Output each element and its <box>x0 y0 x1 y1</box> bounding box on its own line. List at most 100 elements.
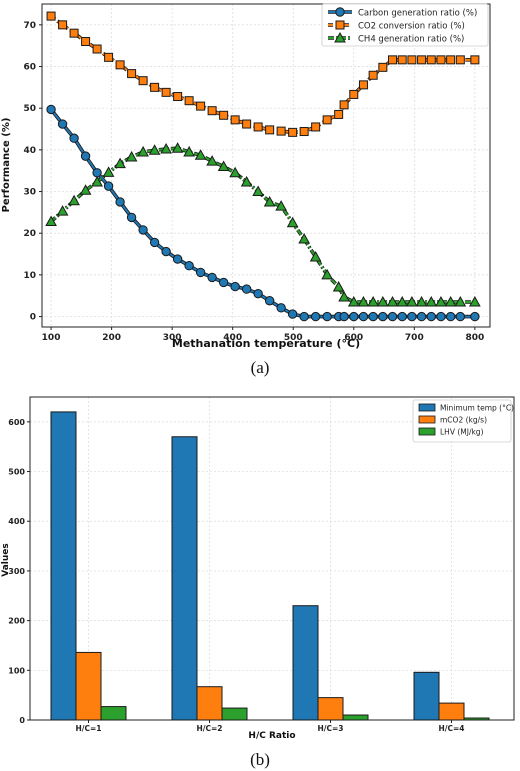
data-point <box>218 277 229 288</box>
panel-label: (a) <box>251 358 270 377</box>
series-line-outline <box>49 108 475 319</box>
data-point <box>357 295 370 307</box>
series-2 <box>46 11 480 137</box>
data-point <box>311 122 321 132</box>
data-point <box>445 311 456 322</box>
legend-label: mCO2 (kg/s) <box>440 416 487 425</box>
data-point <box>253 288 263 299</box>
x-tick-label: 300 <box>163 333 182 343</box>
data-point <box>194 149 207 160</box>
x-tick-labels: 100 200 300 400 500 600 700 800 <box>42 327 484 343</box>
data-point <box>173 92 183 102</box>
data-point <box>435 295 447 307</box>
data-point <box>115 60 125 70</box>
data-point <box>334 31 346 43</box>
data-point <box>92 168 102 178</box>
y-tick-label: 400 <box>8 517 25 526</box>
x-tick-label: 100 <box>42 333 61 343</box>
series-3 <box>45 142 481 307</box>
bar <box>438 702 465 721</box>
data-point <box>299 127 309 137</box>
data-point <box>298 233 310 244</box>
data-point <box>206 155 218 166</box>
data-point <box>446 55 456 65</box>
data-point <box>230 115 240 125</box>
legend-label: Carbon generation ratio (%) <box>358 9 477 19</box>
data-point <box>425 295 438 307</box>
y-tick-label: 20 <box>23 229 36 239</box>
grid-lines <box>42 4 490 327</box>
data-point <box>149 237 160 248</box>
data-point <box>368 70 378 80</box>
y-tick-label: 600 <box>8 418 25 427</box>
data-point <box>161 87 171 97</box>
data-point <box>68 194 80 206</box>
data-point <box>378 62 388 72</box>
data-point <box>230 281 240 292</box>
data-point <box>469 295 481 307</box>
panel-label: (b) <box>250 750 270 769</box>
data-point <box>183 145 195 157</box>
data-point <box>46 11 56 21</box>
data-point <box>171 142 184 153</box>
data-point <box>172 254 183 264</box>
data-point <box>275 200 287 211</box>
data-point <box>79 184 92 195</box>
data-point <box>102 166 115 177</box>
series-line-outline <box>49 146 475 304</box>
data-point <box>358 80 368 90</box>
data-point <box>416 311 427 322</box>
data-point <box>276 303 286 313</box>
data-point <box>358 311 369 322</box>
y-tick-label: 0 <box>19 716 25 725</box>
data-point <box>339 311 349 322</box>
data-point <box>138 225 148 235</box>
bar <box>292 605 319 721</box>
data-point <box>127 69 137 79</box>
data-point <box>126 212 137 223</box>
data-point <box>264 296 275 306</box>
data-point <box>217 160 230 172</box>
series-group <box>45 11 481 322</box>
bar <box>317 697 344 721</box>
data-point <box>57 119 68 129</box>
data-point <box>436 311 446 322</box>
data-point <box>309 250 322 262</box>
legend: Minimum temp (°C) mCO2 (kg/s) LHV (MJ/kg) <box>412 399 514 443</box>
x-axis-label: H/C Ratio <box>248 731 295 741</box>
series-line <box>50 15 475 134</box>
data-point <box>339 100 349 110</box>
data-point <box>69 28 79 38</box>
x-tick-label: 700 <box>405 333 424 343</box>
bar <box>221 707 248 721</box>
data-point <box>347 295 360 307</box>
bars-group <box>50 411 490 721</box>
data-point <box>56 205 69 216</box>
x-tick-label: 600 <box>344 333 363 343</box>
data-point <box>137 145 149 157</box>
x-tick-label: H/C=4 <box>438 724 464 733</box>
data-point <box>387 311 398 322</box>
bar <box>463 717 490 721</box>
data-point <box>104 52 114 62</box>
x-axis-label: Methanation temperature (°C) <box>172 337 360 350</box>
data-point <box>125 150 138 162</box>
x-tick-label: 800 <box>465 333 484 343</box>
data-point <box>378 311 388 322</box>
data-point <box>321 268 333 280</box>
data-point <box>184 96 194 106</box>
data-point <box>69 133 79 143</box>
x-tick-label: 200 <box>102 333 121 343</box>
data-point <box>263 195 276 207</box>
data-point <box>252 185 264 197</box>
y-tick-label: 200 <box>8 617 25 626</box>
y-tick-label: 40 <box>23 146 36 156</box>
data-point <box>349 311 359 322</box>
data-point <box>46 104 56 115</box>
data-point <box>150 82 160 92</box>
y-tick-label: 30 <box>23 188 36 198</box>
bar <box>75 651 102 721</box>
x-tick-label: 500 <box>284 333 303 343</box>
data-point <box>138 76 148 86</box>
